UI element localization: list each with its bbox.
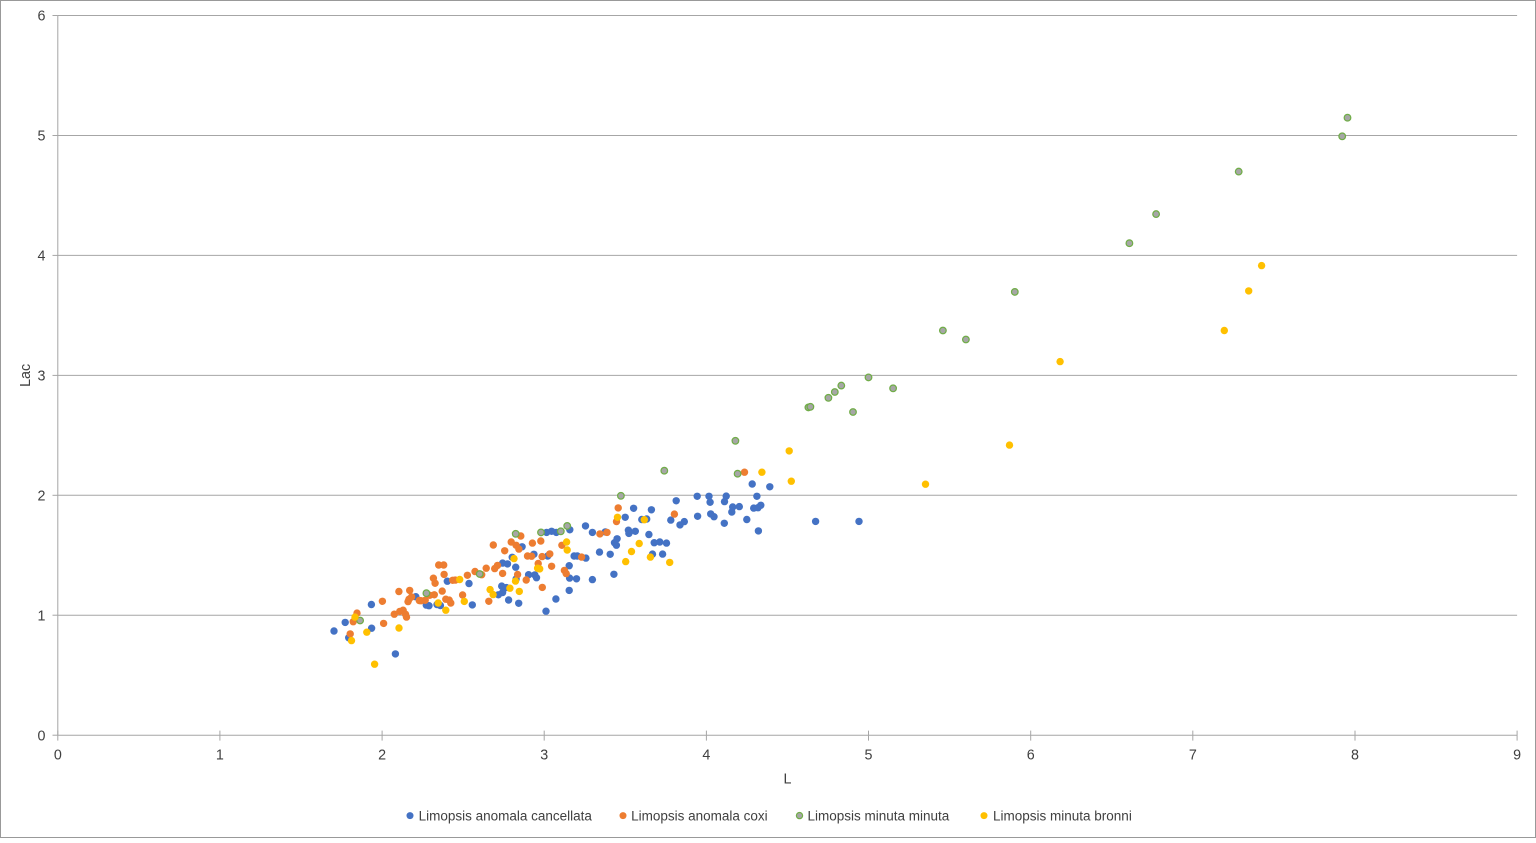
svg-text:1: 1 — [38, 609, 46, 625]
svg-text:0: 0 — [54, 748, 62, 764]
svg-text:3: 3 — [38, 369, 46, 385]
svg-text:2: 2 — [378, 748, 386, 764]
svg-text:Limopsis anomala coxi: Limopsis anomala coxi — [631, 809, 768, 824]
svg-text:1: 1 — [216, 748, 224, 764]
svg-text:Limopsis minuta bronni: Limopsis minuta bronni — [993, 809, 1132, 824]
svg-text:5: 5 — [865, 748, 873, 764]
svg-text:0: 0 — [38, 728, 46, 744]
svg-text:4: 4 — [702, 748, 710, 764]
svg-text:3: 3 — [540, 748, 548, 764]
svg-text:4: 4 — [38, 249, 46, 265]
svg-text:Lac: Lac — [18, 364, 34, 387]
svg-text:L: L — [784, 771, 792, 787]
svg-text:8: 8 — [1351, 748, 1359, 764]
svg-text:6: 6 — [38, 9, 46, 25]
svg-text:9: 9 — [1513, 748, 1521, 764]
svg-text:5: 5 — [38, 129, 46, 145]
svg-text:6: 6 — [1027, 748, 1035, 764]
svg-text:7: 7 — [1189, 748, 1197, 764]
svg-text:Limopsis minuta minuta: Limopsis minuta minuta — [808, 809, 950, 824]
svg-text:2: 2 — [38, 489, 46, 505]
svg-text:Limopsis anomala cancellata: Limopsis anomala cancellata — [419, 809, 593, 824]
